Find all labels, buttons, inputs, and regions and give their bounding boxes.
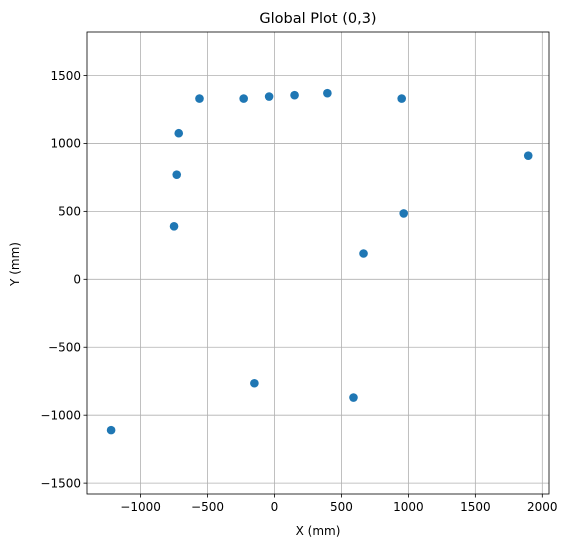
data-point bbox=[323, 88, 332, 98]
y-tick-label: 1000 bbox=[50, 137, 81, 151]
chart-title: Global Plot (0,3) bbox=[259, 11, 376, 27]
x-tick-label: 0 bbox=[271, 500, 279, 514]
data-point bbox=[290, 90, 299, 100]
data-point bbox=[172, 170, 182, 179]
plot-area bbox=[87, 32, 549, 494]
x-tick-label: 1000 bbox=[393, 500, 424, 514]
x-tick-label: −500 bbox=[191, 500, 224, 514]
data-point bbox=[174, 128, 184, 138]
grid-lines bbox=[87, 32, 549, 494]
y-tick-label: −500 bbox=[48, 341, 81, 355]
x-axis-label: X (mm) bbox=[296, 524, 341, 538]
data-point bbox=[264, 92, 274, 101]
data-point bbox=[195, 94, 204, 103]
data-points bbox=[106, 88, 533, 435]
x-tick-label: 2000 bbox=[527, 500, 558, 514]
data-point bbox=[250, 378, 259, 388]
y-tick-label: 0 bbox=[73, 273, 81, 287]
axis-ticks: −1000 −500 0 500 1000 1500 2000 −1500 −1000 −500 0… bbox=[40, 69, 557, 514]
data-point bbox=[349, 393, 358, 402]
y-tick-label: 500 bbox=[58, 205, 81, 219]
y-tick-label: −1500 bbox=[40, 476, 81, 490]
y-tick-label: 1500 bbox=[50, 69, 81, 83]
x-tick-label: 500 bbox=[330, 500, 353, 514]
data-point bbox=[399, 209, 409, 218]
x-tick-label: 1500 bbox=[460, 500, 491, 514]
data-point bbox=[523, 151, 533, 160]
y-tick-label: −1000 bbox=[40, 408, 81, 422]
data-point bbox=[397, 94, 406, 103]
data-point bbox=[106, 425, 116, 435]
data-point bbox=[239, 94, 248, 103]
y-axis-label: Y (mm) bbox=[8, 242, 22, 287]
x-tick-label: −1000 bbox=[120, 500, 161, 514]
plot-frame bbox=[86, 31, 550, 495]
data-point bbox=[359, 249, 368, 258]
data-point bbox=[169, 222, 179, 231]
